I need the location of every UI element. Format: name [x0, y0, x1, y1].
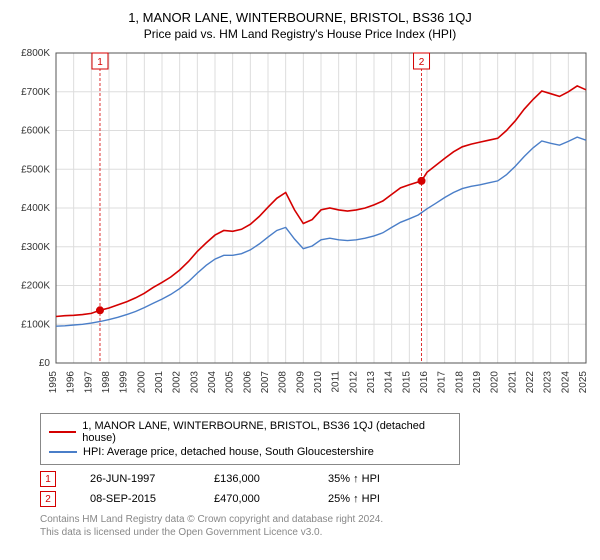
legend: 1, MANOR LANE, WINTERBOURNE, BRISTOL, BS… [40, 413, 460, 465]
svg-text:2017: 2017 [437, 371, 448, 394]
svg-text:1: 1 [97, 57, 103, 68]
svg-text:2016: 2016 [419, 371, 430, 394]
legend-label: 1, MANOR LANE, WINTERBOURNE, BRISTOL, BS… [82, 420, 451, 444]
chart-svg: £0 £100K £200K £300K £400K £500K £600K £700K £80… [8, 47, 592, 407]
footer-line-1: Contains HM Land Registry data © Crown c… [40, 513, 592, 526]
svg-text:£600K: £600K [21, 126, 50, 137]
svg-text:2024: 2024 [560, 371, 571, 394]
sale-price: £136,000 [214, 473, 294, 485]
sale-marker-icon: 1 [40, 471, 56, 487]
svg-text:2022: 2022 [525, 371, 536, 394]
sale-date: 26-JUN-1997 [90, 473, 180, 485]
legend-label: HPI: Average price, detached house, Sout… [83, 446, 374, 458]
svg-text:1999: 1999 [119, 371, 130, 394]
svg-text:2000: 2000 [136, 371, 147, 394]
svg-text:£500K: £500K [21, 164, 50, 175]
sale-row: 2 08-SEP-2015 £470,000 25% ↑ HPI [40, 491, 592, 507]
footer-line-2: This data is licensed under the Open Gov… [40, 526, 592, 539]
sale-row: 1 26-JUN-1997 £136,000 35% ↑ HPI [40, 471, 592, 487]
svg-text:2011: 2011 [331, 371, 342, 393]
svg-text:2018: 2018 [454, 371, 465, 394]
svg-text:2014: 2014 [384, 371, 395, 394]
legend-row: 1, MANOR LANE, WINTERBOURNE, BRISTOL, BS… [49, 420, 451, 444]
sale-marker-icon: 2 [40, 491, 56, 507]
svg-text:2001: 2001 [154, 371, 165, 394]
price-chart: £0 £100K £200K £300K £400K £500K £600K £700K £80… [8, 47, 592, 407]
sales-table: 1 26-JUN-1997 £136,000 35% ↑ HPI 2 08-SEP-201… [40, 471, 592, 507]
legend-row: HPI: Average price, detached house, Sout… [49, 446, 451, 458]
svg-text:£400K: £400K [21, 203, 50, 214]
sale-date: 08-SEP-2015 [90, 493, 180, 505]
svg-text:2004: 2004 [207, 371, 218, 394]
svg-text:2005: 2005 [225, 371, 236, 394]
svg-text:2002: 2002 [172, 371, 183, 394]
svg-text:1997: 1997 [83, 371, 94, 394]
footer-attribution: Contains HM Land Registry data © Crown c… [40, 513, 592, 539]
svg-text:2015: 2015 [401, 371, 412, 394]
svg-text:£300K: £300K [21, 242, 50, 253]
sale-vs-hpi: 35% ↑ HPI [328, 473, 380, 485]
svg-text:2025: 2025 [578, 371, 589, 394]
svg-text:2023: 2023 [543, 371, 554, 394]
svg-text:1995: 1995 [48, 371, 59, 394]
svg-text:2020: 2020 [490, 371, 501, 394]
svg-text:£200K: £200K [21, 281, 50, 292]
page-subtitle: Price paid vs. HM Land Registry's House … [8, 27, 592, 41]
svg-text:2010: 2010 [313, 371, 324, 394]
svg-text:2006: 2006 [242, 371, 253, 394]
svg-text:2013: 2013 [366, 371, 377, 394]
svg-text:1996: 1996 [66, 371, 77, 394]
svg-text:1998: 1998 [101, 371, 112, 394]
svg-text:£700K: £700K [21, 87, 50, 98]
svg-text:£100K: £100K [21, 319, 50, 330]
svg-text:2012: 2012 [348, 371, 359, 394]
svg-text:2009: 2009 [295, 371, 306, 394]
svg-text:2: 2 [419, 57, 425, 68]
svg-text:2008: 2008 [278, 371, 289, 394]
legend-swatch [49, 451, 77, 453]
sale-price: £470,000 [214, 493, 294, 505]
legend-swatch [49, 431, 76, 433]
page-title: 1, MANOR LANE, WINTERBOURNE, BRISTOL, BS… [8, 10, 592, 25]
svg-text:2021: 2021 [507, 371, 518, 394]
svg-text:2019: 2019 [472, 371, 483, 394]
svg-text:£0: £0 [39, 358, 51, 369]
svg-text:£800K: £800K [21, 48, 50, 59]
sale-vs-hpi: 25% ↑ HPI [328, 493, 380, 505]
svg-text:2003: 2003 [189, 371, 200, 394]
svg-text:2007: 2007 [260, 371, 271, 394]
